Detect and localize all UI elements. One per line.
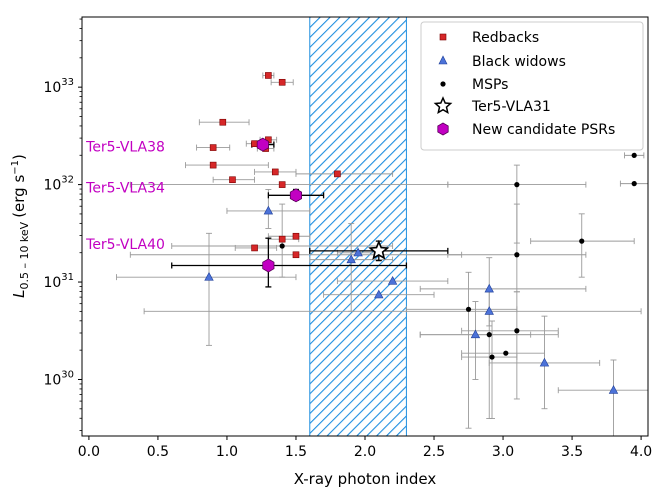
black-widow-point [470, 329, 481, 339]
y-tick-label: 1032 [43, 175, 74, 194]
black-widow-point [539, 357, 550, 367]
candidate-psr-point [262, 258, 275, 273]
legend: Redbacks Black widows MSPs Ter5-VLA31 Ne… [420, 21, 644, 151]
legend-label-msps: MSPs [472, 77, 508, 93]
x-tick-label: 0.5 [147, 444, 169, 460]
x-tick-label: 2.5 [423, 444, 445, 460]
msp-point [279, 243, 285, 249]
legend-marker-redbacks [439, 33, 447, 41]
legend-label-black-widows: Black widows [472, 54, 566, 70]
msp-point [465, 306, 472, 312]
x-tick-label: 3.5 [561, 444, 583, 460]
msp-point [514, 328, 520, 334]
legend-label-candidates: New candidate PSRs [472, 122, 615, 138]
legend-marker-msps [440, 81, 446, 87]
hatched-band-layer [309, 17, 407, 436]
legend-marker-candidates [437, 122, 449, 136]
x-axis-label: X-ray photon index [294, 470, 437, 488]
x-tick-label: 1.0 [216, 444, 238, 460]
annotation-label: Ter5-VLA40 [85, 237, 165, 253]
redback-point [292, 232, 300, 240]
redback-point [209, 161, 217, 169]
msp-point [514, 252, 520, 258]
redback-point [251, 140, 258, 147]
redback-point [229, 176, 236, 184]
redback-point [271, 168, 279, 176]
ter5-vla31-point [368, 239, 390, 260]
candidate-psr-point [289, 188, 303, 203]
annotation-layer: Ter5-VLA38 Ter5-VLA34 Ter5-VLA40 [85, 140, 165, 253]
annotation-label: Ter5-VLA34 [85, 181, 165, 197]
black-widow-point [204, 272, 214, 281]
legend-box [420, 21, 644, 151]
x-axis: 0.0 0.5 1.0 1.5 2.0 2.5 3.0 3.5 4.0 [78, 436, 652, 460]
black-widow-point [608, 385, 619, 394]
msp-point [503, 350, 509, 356]
black-widow-point [374, 289, 384, 299]
y-tick-label: 1030 [43, 369, 74, 388]
y-axis: 1030 1031 1032 1033 [43, 18, 82, 431]
redback-point [292, 251, 300, 259]
msp-point [514, 182, 520, 188]
msp-point [631, 152, 637, 158]
msp-point [486, 332, 492, 338]
y-tick-label: 1031 [43, 272, 74, 291]
x-tick-label: 3.0 [492, 444, 514, 460]
x-tick-label: 2.0 [354, 444, 376, 460]
redback-point [278, 181, 286, 188]
msp-point [579, 238, 585, 244]
black-widow-point [263, 205, 274, 215]
black-widow-point [346, 254, 356, 264]
redback-point [278, 78, 286, 86]
redback-point [251, 244, 258, 252]
black-widow-point [353, 247, 363, 257]
hatched-band [309, 17, 407, 436]
legend-label-redbacks: Redbacks [472, 30, 539, 46]
msp-point [631, 181, 637, 187]
x-tick-label: 1.5 [285, 444, 307, 460]
annotation-label: Ter5-VLA38 [85, 140, 165, 156]
redback-point [265, 72, 272, 79]
x-tick-label: 0.0 [78, 444, 100, 460]
msp-point [489, 354, 495, 360]
x-tick-label: 4.0 [630, 444, 652, 460]
legend-marker-black-widows [438, 55, 448, 65]
black-widow-point [387, 275, 398, 285]
redback-point [209, 144, 217, 151]
redback-point [219, 118, 227, 126]
candidate-psr-point [256, 137, 269, 152]
y-tick-label: 1033 [43, 77, 74, 96]
black-widow-point [484, 283, 494, 293]
black-widow-point [484, 306, 494, 315]
y-axis-label: L0.5 – 10 keV(erg s−1) [10, 154, 31, 298]
redback-point [278, 235, 286, 243]
redback-point [334, 170, 341, 178]
legend-marker-ter5vla31 [433, 96, 453, 115]
marker-layer [204, 72, 637, 394]
legend-label-ter5vla31: Ter5-VLA31 [471, 99, 551, 115]
